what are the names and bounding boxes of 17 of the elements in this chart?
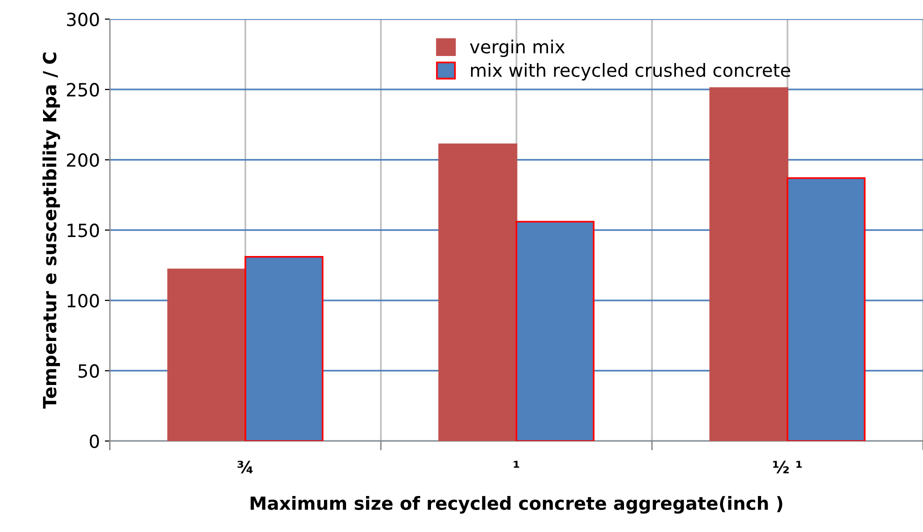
y-tick-label: 150 xyxy=(68,224,99,238)
legend-label: mix with recycled crushed concrete xyxy=(471,63,790,80)
y-tick-label: 300 xyxy=(67,12,99,26)
y-tick-label: 50 xyxy=(78,364,99,378)
bar xyxy=(438,143,518,442)
legend-label: vergin mix xyxy=(470,40,565,58)
y-tick-label: 250 xyxy=(66,82,99,97)
y-tick-label: 100 xyxy=(68,294,99,308)
x-tick-label: ½ ¹ xyxy=(773,460,802,474)
y-tick-label: 200 xyxy=(66,153,99,167)
bar xyxy=(709,87,788,442)
bar xyxy=(167,268,246,442)
y-axis-title: Temperatur e susceptibility Kpa / C xyxy=(42,52,60,409)
y-tick-label: 0 xyxy=(90,434,99,448)
x-tick-label: ¾ xyxy=(238,460,253,474)
x-tick-label: ¹ xyxy=(514,460,520,468)
x-axis-title: Maximum size of recycled concrete aggregate(inch ) xyxy=(250,496,782,514)
